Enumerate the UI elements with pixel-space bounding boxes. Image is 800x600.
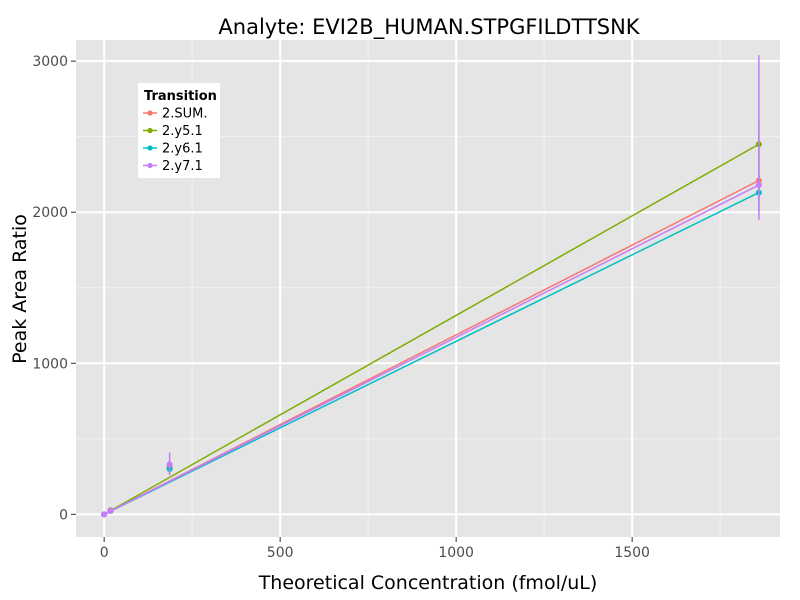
series-layer <box>101 55 762 518</box>
y-tick-label: 0 <box>59 507 68 523</box>
x-axis-title: Theoretical Concentration (fmol/uL) <box>258 572 598 594</box>
series-line-2-y7-1 <box>103 184 760 516</box>
y-tick-label: 2000 <box>32 205 68 221</box>
legend-label-2-y6-1: 2.y6.1 <box>162 142 203 157</box>
legend-key-point-2-y5-1 <box>147 127 153 134</box>
grid-major <box>76 40 780 537</box>
y-tick-label: 3000 <box>32 54 68 70</box>
y-axis-title: Peak Area Ratio <box>9 214 31 364</box>
legend-label-2-y5-1: 2.y5.1 <box>162 124 203 139</box>
legend-key-point-2-y7-1 <box>147 162 153 169</box>
legend: Transition 2.SUM. 2.y5.1 2.y6.1 2.y7.1 <box>138 83 220 178</box>
data-point-2-y7-1 <box>166 461 173 468</box>
legend-items: 2.SUM. 2.y5.1 2.y6.1 2.y7.1 <box>143 107 208 174</box>
x-tick-label: 500 <box>267 545 294 561</box>
x-tick-label: 0 <box>100 545 109 561</box>
data-point-2-y7-1 <box>101 511 108 518</box>
data-point-2-y7-1 <box>107 507 114 514</box>
legend-label-2-y7-1: 2.y7.1 <box>162 159 203 174</box>
series-line-2-y6-1 <box>103 191 760 516</box>
chart-title: Analyte: EVI2B_HUMAN.STPGFILDTTSNK <box>218 15 640 40</box>
legend-title: Transition <box>144 89 217 104</box>
legend-key-point-2-sum <box>147 110 153 116</box>
data-point-2-y7-1 <box>755 182 762 189</box>
legend-label-2-sum: 2.SUM. <box>162 107 208 122</box>
series-line-2-y5-1 <box>103 143 760 515</box>
x-tick-label: 1500 <box>614 545 650 561</box>
legend-key-point-2-y6-1 <box>147 145 153 151</box>
axis-ticks: 0 500 1000 1500 0 1000 2000 3000 <box>32 54 650 561</box>
x-tick-label: 1000 <box>438 545 474 561</box>
y-tick-label: 1000 <box>32 356 68 372</box>
